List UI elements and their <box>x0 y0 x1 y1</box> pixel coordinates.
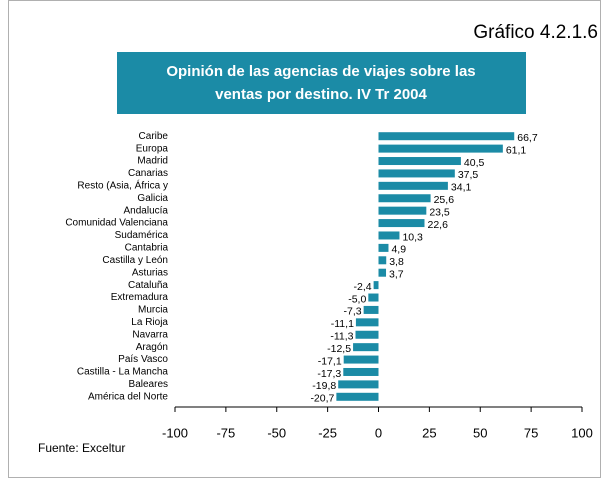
y-tick-label: Navarra <box>132 329 168 340</box>
y-tick-label: Castilla y León <box>102 255 168 266</box>
value-label: -11,3 <box>330 331 353 343</box>
y-tick-label: País Vasco <box>118 354 168 365</box>
frame <box>8 0 601 478</box>
bar <box>368 293 379 302</box>
value-label: 66,7 <box>517 132 538 144</box>
y-tick-label: Cataluña <box>128 280 168 291</box>
bar <box>378 243 389 252</box>
bar <box>378 206 427 215</box>
y-tick-label: Extremadura <box>111 292 169 303</box>
value-label: 37,5 <box>458 169 479 181</box>
bar <box>378 169 455 178</box>
bar <box>378 231 400 240</box>
bar <box>378 181 448 190</box>
bar <box>378 132 515 141</box>
value-label: 4,9 <box>391 244 406 256</box>
y-tick-label: Galicia <box>137 193 168 204</box>
y-tick-label: Aragón <box>136 342 168 353</box>
bar <box>355 330 379 339</box>
x-tick-label: 50 <box>473 425 487 440</box>
x-tick-label: -75 <box>216 425 235 440</box>
bar <box>338 380 379 389</box>
bar <box>378 219 425 228</box>
y-tick-label: Baleares <box>129 379 168 390</box>
bar <box>373 281 379 290</box>
value-label: 10,3 <box>402 231 423 243</box>
x-tick-label: -100 <box>162 425 188 440</box>
y-tick-label: Cantabria <box>125 243 169 254</box>
bar <box>378 268 387 277</box>
value-label: -2,4 <box>354 281 372 293</box>
bar <box>378 194 431 203</box>
value-label: -7,3 <box>344 306 362 318</box>
x-tick-label: 75 <box>524 425 538 440</box>
chart-title: Opinión de las agencias de viajes sobre … <box>166 63 475 80</box>
bar <box>378 144 503 153</box>
x-tick-label: 25 <box>422 425 436 440</box>
value-label: -5,0 <box>348 293 366 305</box>
x-tick-label: 100 <box>571 425 593 440</box>
x-tick-label: 0 <box>375 425 382 440</box>
x-tick-label: -50 <box>267 425 286 440</box>
y-tick-label: Andalucía <box>124 205 169 216</box>
value-label: -17,3 <box>317 368 341 380</box>
bar <box>355 318 379 327</box>
y-tick-label: Comunidad Valenciana <box>65 218 168 229</box>
y-tick-label: La Rioja <box>131 317 168 328</box>
bar <box>378 157 461 166</box>
bar <box>378 256 387 265</box>
bar <box>343 355 379 364</box>
title-box <box>117 52 526 114</box>
value-label: -19,8 <box>312 380 336 392</box>
y-tick-label: Asturias <box>132 267 168 278</box>
bar <box>343 367 379 376</box>
y-tick-label: Sudamérica <box>115 230 169 241</box>
value-label: 34,1 <box>451 182 472 194</box>
bar <box>353 343 379 352</box>
value-label: -17,1 <box>318 355 342 367</box>
value-label: 3,8 <box>389 256 404 268</box>
chart-title: ventas por destino. IV Tr 2004 <box>215 86 427 103</box>
y-tick-label: América del Norte <box>88 391 168 402</box>
figure-label: Gráfico 4.2.1.6 <box>473 22 598 43</box>
value-label: 40,5 <box>464 157 485 169</box>
y-tick-label: Caribe <box>139 131 169 142</box>
source: Fuente: Exceltur <box>38 441 125 455</box>
value-label: 22,6 <box>427 219 448 231</box>
value-label: 61,1 <box>506 144 527 156</box>
value-label: -11,1 <box>331 318 354 330</box>
bar <box>336 392 379 401</box>
value-label: -12,5 <box>327 343 351 355</box>
y-tick-label: Castilla - La Mancha <box>77 367 169 378</box>
y-tick-label: Madrid <box>137 156 168 167</box>
value-label: 25,6 <box>434 194 455 206</box>
y-tick-label: Murcia <box>138 305 168 316</box>
y-tick-label: Europa <box>136 143 169 154</box>
bar <box>363 305 379 314</box>
y-tick-label: Canarias <box>128 168 168 179</box>
x-tick-label: -25 <box>318 425 337 440</box>
value-label: 23,5 <box>429 206 450 218</box>
value-label: 3,7 <box>389 268 404 280</box>
value-label: -20,7 <box>310 393 334 405</box>
y-tick-label: Resto (Asia, África y <box>77 178 168 191</box>
